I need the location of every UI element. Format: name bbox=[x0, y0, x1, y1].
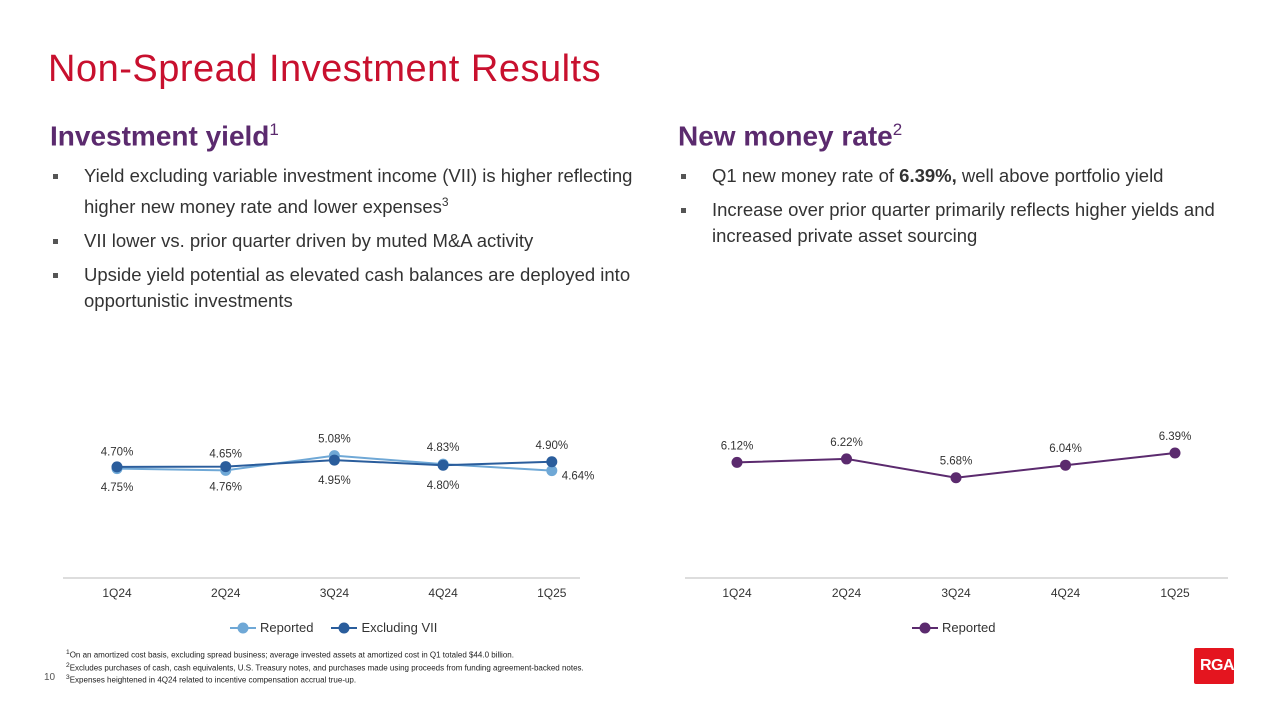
data-point bbox=[546, 465, 558, 477]
data-label: 4.83% bbox=[427, 442, 460, 454]
footnote-2: 2Excludes purchases of cash, cash equiva… bbox=[66, 662, 584, 673]
data-point bbox=[111, 461, 123, 473]
rga-logo: RGA bbox=[1194, 648, 1235, 684]
data-label: 4.75% bbox=[101, 482, 134, 494]
x-tick-label: 2Q24 bbox=[211, 586, 241, 600]
data-label: 5.08% bbox=[318, 434, 351, 446]
bullet-text: VII lower vs. prior quarter driven by mu… bbox=[84, 230, 534, 252]
data-point bbox=[1169, 447, 1181, 459]
data-point bbox=[731, 456, 743, 468]
legend-investment-yield: Reported Excluding VII bbox=[230, 620, 437, 635]
bullet-text: well above portfolio yield bbox=[956, 165, 1164, 186]
data-label: 4.64% bbox=[562, 471, 595, 483]
data-point bbox=[1060, 459, 1071, 471]
footnote-text: On an amortized cost basis, excluding sp… bbox=[69, 650, 514, 660]
investment-yield-heading: Investment yield1 bbox=[50, 120, 279, 152]
bullet: Q1 new money rate of 6.39%, well above p… bbox=[678, 163, 1248, 189]
heading-text: Investment yield bbox=[50, 120, 270, 152]
bullet-text: Q1 new money rate of bbox=[712, 165, 900, 186]
legend-reported-marker-icon bbox=[912, 622, 938, 633]
new-money-rate-bullets: Q1 new money rate of 6.39%, well above p… bbox=[678, 163, 1248, 257]
new-money-rate-heading: New money rate2 bbox=[678, 120, 902, 152]
data-label: 5.68% bbox=[940, 456, 973, 468]
bullet-text: Increase over prior quarter primarily re… bbox=[712, 199, 1215, 246]
x-tick-label: 1Q25 bbox=[1160, 586, 1190, 600]
data-label: 6.12% bbox=[721, 440, 754, 452]
data-point bbox=[220, 461, 232, 473]
bullet: Yield excluding variable investment inco… bbox=[50, 163, 650, 220]
x-tick-label: 4Q24 bbox=[428, 586, 458, 600]
bullet-text: Upside yield potential as elevated cash … bbox=[84, 264, 631, 312]
logo-text: RGA bbox=[1199, 657, 1235, 674]
footnote-1: 1On an amortized cost basis, excluding s… bbox=[66, 649, 514, 660]
footnote-sup: 2 bbox=[66, 662, 70, 669]
data-point bbox=[437, 459, 449, 471]
bullet: Increase over prior quarter primarily re… bbox=[678, 197, 1248, 249]
data-label: 4.76% bbox=[209, 482, 242, 494]
page-title: Non-Spread Investment Results bbox=[48, 48, 602, 90]
data-label: 6.04% bbox=[1049, 443, 1082, 455]
legend-label: Reported bbox=[260, 620, 314, 635]
legend-label: Excluding VII bbox=[361, 620, 438, 635]
x-tick-label: 3Q24 bbox=[320, 586, 350, 600]
heading-sup: 2 bbox=[892, 120, 903, 139]
data-label: 4.70% bbox=[101, 447, 134, 459]
legend-reported-marker-icon bbox=[230, 622, 256, 633]
data-point bbox=[328, 454, 340, 466]
investment-yield-bullets: Yield excluding variable investment inco… bbox=[50, 163, 650, 322]
footnote-sup: 3 bbox=[66, 674, 70, 681]
x-tick-label: 4Q24 bbox=[1051, 586, 1081, 600]
footnote-sup: 1 bbox=[66, 649, 70, 656]
footnote-text: Excludes purchases of cash, cash equival… bbox=[69, 663, 584, 673]
x-tick-label: 2Q24 bbox=[832, 586, 862, 600]
bullet-sup: 3 bbox=[441, 195, 449, 209]
heading-sup: 1 bbox=[269, 120, 279, 139]
data-label: 4.65% bbox=[209, 448, 242, 460]
data-point bbox=[546, 456, 558, 468]
x-tick-label: 1Q24 bbox=[102, 586, 132, 600]
heading-text: New money rate bbox=[678, 120, 893, 152]
bullet-bold: 6.39%, bbox=[899, 165, 957, 186]
bullet: VII lower vs. prior quarter driven by mu… bbox=[50, 228, 650, 254]
data-label: 6.39% bbox=[1159, 431, 1192, 443]
x-tick-label: 1Q25 bbox=[537, 586, 567, 600]
data-label: 4.80% bbox=[427, 480, 460, 492]
investment-yield-chart: 1Q24 2Q24 3Q24 4Q24 1Q25 4.70% 4.65% 5.08% 4.83%… bbox=[63, 434, 595, 600]
footnote-text: Expenses heightened in 4Q24 related to i… bbox=[69, 675, 357, 685]
data-label: 6.22% bbox=[830, 437, 863, 449]
x-tick-label: 3Q24 bbox=[941, 586, 971, 600]
bullet-text: Yield excluding variable investment inco… bbox=[84, 165, 633, 218]
legend-new-money-rate: Reported bbox=[912, 620, 995, 635]
x-tick-label: 1Q24 bbox=[722, 586, 752, 600]
data-label: 4.95% bbox=[318, 475, 351, 487]
data-label: 4.90% bbox=[535, 440, 568, 452]
legend-label: Reported bbox=[942, 620, 996, 635]
data-point bbox=[950, 472, 962, 484]
footnote-3: 3Expenses heightened in 4Q24 related to … bbox=[66, 674, 356, 685]
bullet: Upside yield potential as elevated cash … bbox=[50, 262, 650, 314]
page-number: 10 bbox=[44, 672, 56, 683]
data-point bbox=[841, 453, 852, 465]
new-money-rate-chart: 1Q24 2Q24 3Q24 4Q24 1Q25 6.12% 6.22% 5.68% 6.04%… bbox=[685, 431, 1228, 600]
legend-excluding-vii-marker-icon bbox=[331, 622, 358, 633]
